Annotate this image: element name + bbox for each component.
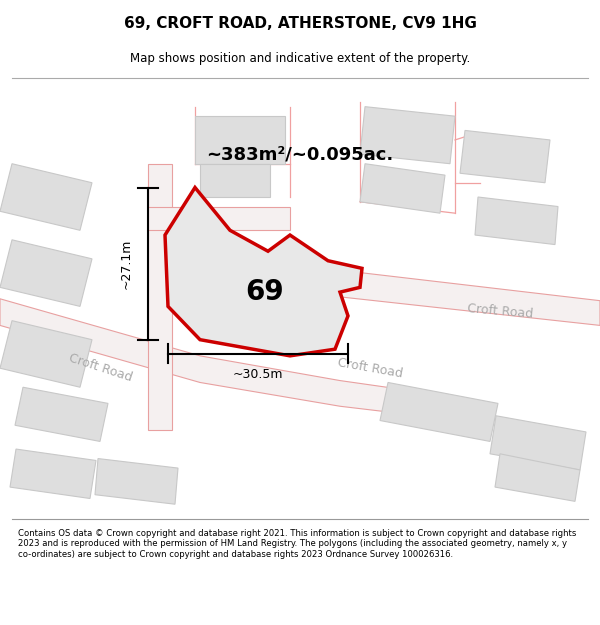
Polygon shape (0, 164, 92, 230)
Text: Croft Road: Croft Road (467, 302, 533, 321)
Polygon shape (360, 164, 445, 213)
Polygon shape (490, 416, 586, 470)
Text: ~30.5m: ~30.5m (233, 368, 283, 381)
Polygon shape (380, 382, 498, 441)
Polygon shape (165, 188, 362, 356)
Polygon shape (10, 449, 96, 499)
Polygon shape (148, 206, 290, 230)
Text: ~27.1m: ~27.1m (119, 238, 133, 289)
Text: 69: 69 (245, 278, 284, 306)
Polygon shape (340, 270, 600, 326)
Text: Croft Road: Croft Road (67, 352, 133, 384)
Polygon shape (0, 240, 92, 306)
Polygon shape (15, 388, 108, 441)
Polygon shape (360, 107, 455, 164)
Polygon shape (95, 459, 178, 504)
Text: ~383m²/~0.095ac.: ~383m²/~0.095ac. (206, 145, 394, 163)
Polygon shape (195, 116, 285, 164)
Polygon shape (148, 164, 172, 430)
Text: Contains OS data © Crown copyright and database right 2021. This information is : Contains OS data © Crown copyright and d… (18, 529, 577, 559)
Polygon shape (200, 164, 270, 197)
Polygon shape (0, 299, 420, 416)
Text: 69, CROFT ROAD, ATHERSTONE, CV9 1HG: 69, CROFT ROAD, ATHERSTONE, CV9 1HG (124, 16, 476, 31)
Polygon shape (475, 197, 558, 244)
Polygon shape (460, 131, 550, 182)
Text: Map shows position and indicative extent of the property.: Map shows position and indicative extent… (130, 52, 470, 65)
Text: Croft Road: Croft Road (337, 356, 404, 381)
Polygon shape (495, 454, 580, 501)
Polygon shape (0, 321, 92, 388)
